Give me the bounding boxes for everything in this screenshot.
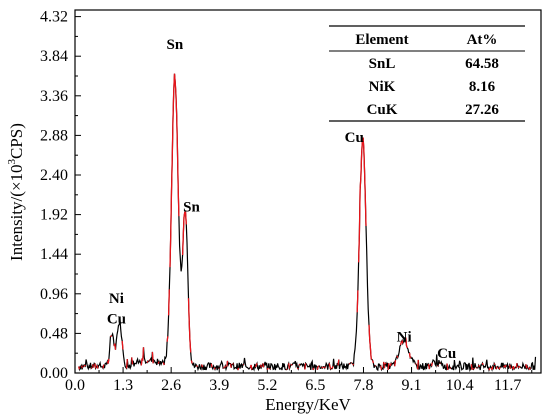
x-tick-label: 11.7 [494, 377, 521, 394]
y-axis-label-suffix: CPS) [7, 123, 26, 159]
x-axis-ticks: 0.0 1.3 2.6 3.9 5.2 6.5 7.8 9.1 10.4 11.7 [65, 367, 533, 394]
peak-label: Cu [437, 346, 456, 362]
peak-label: Cu [107, 312, 126, 328]
spectrum-line [78, 73, 537, 373]
composition-table: Element At% SnL 64.58 NiK 8.16 CuK 27.26 [329, 25, 525, 122]
table-row-at: 64.58 [465, 56, 499, 72]
x-tick-label: 5.2 [257, 377, 277, 394]
y-axis-label-exponent: 3 [6, 158, 18, 164]
y-tick-label: 4.32 [40, 9, 68, 26]
y-axis-label-prefix: Intensity/(×10 [7, 164, 26, 260]
y-tick-label: 0.00 [40, 365, 68, 382]
spectrum-series [78, 73, 537, 373]
x-tick-label: 10.4 [446, 377, 474, 394]
table-row-at: 8.16 [469, 79, 496, 95]
table-row-element: SnL [369, 56, 396, 72]
y-tick-label: 2.40 [40, 167, 68, 184]
peak-label: Sn [183, 199, 200, 215]
x-axis-label: Energy/KeV [265, 395, 351, 414]
y-tick-label: 1.44 [40, 246, 68, 263]
y-tick-label: 1.92 [40, 207, 68, 224]
peak-label: Ni [397, 330, 412, 346]
x-tick-label: 0.0 [65, 377, 85, 394]
table-row-element: NiK [369, 79, 396, 95]
y-tick-label: 3.36 [40, 88, 68, 105]
y-tick-label: 2.88 [40, 127, 68, 144]
y-tick-label: 3.84 [40, 48, 68, 65]
table-row-at: 27.26 [465, 102, 499, 118]
x-tick-label: 9.1 [402, 377, 422, 394]
peak-label: Cu [345, 130, 364, 146]
peak-label: Sn [167, 37, 184, 53]
x-tick-label: 6.5 [305, 377, 325, 394]
y-axis-ticks: 0.00 0.48 0.96 1.44 1.92 2.40 2.88 3.36 3.84 4.32 [40, 9, 81, 382]
peak-label: Ni [109, 291, 124, 307]
table-row-element: CuK [367, 102, 398, 118]
y-tick-label: 0.96 [40, 286, 68, 303]
x-tick-label: 7.8 [353, 377, 373, 394]
y-tick-label: 0.48 [40, 325, 68, 342]
table-header-at: At% [467, 32, 498, 48]
x-tick-label: 3.9 [209, 377, 229, 394]
peak-labels: Ni Cu Sn Sn Cu Ni Cu [107, 37, 456, 362]
spectrum-highlight [78, 73, 531, 371]
y-axis-label: Intensity/(×103CPS) [6, 123, 26, 261]
x-tick-label: 1.3 [113, 377, 133, 394]
plot-frame [74, 9, 542, 374]
table-header-element: Element [355, 32, 408, 48]
x-tick-label: 2.6 [161, 377, 181, 394]
